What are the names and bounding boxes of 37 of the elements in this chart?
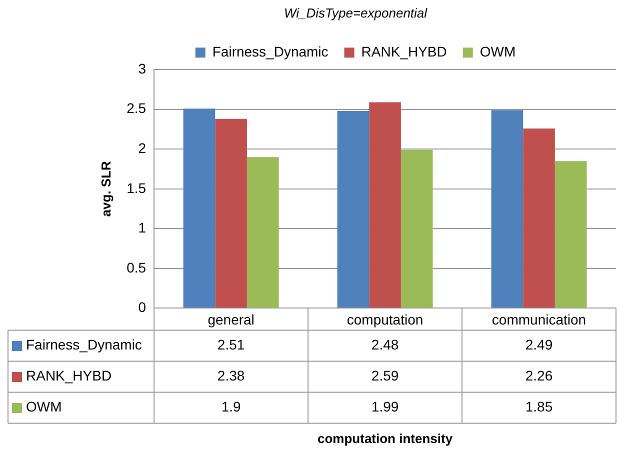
chart-title: Wi_DisType=exponential [284,5,428,20]
bar [215,118,247,308]
data-label: 1.99 [371,398,399,415]
bar [337,110,370,308]
x-tick-label: general [208,311,254,328]
y-tick-label: 2.5 [126,100,146,116]
y-tick-label: 0 [138,299,146,316]
data-label: 1.9 [221,398,241,415]
text: computation intensity [318,430,454,446]
bar [246,157,279,308]
data-label: 2.51 [217,336,245,353]
data-label: 2.26 [525,368,553,384]
bar [400,150,433,308]
bar [523,128,555,308]
data-label: 2.38 [217,368,245,384]
legend-label: RANK_HYBD [361,43,447,60]
y-tick-label: 3 [138,60,146,76]
x-tick-label: computation [346,311,424,328]
data-label: 2.59 [371,368,399,384]
bar [183,108,216,308]
text: Fairness_Dynamic [26,336,142,353]
data-label: 2.48 [371,336,399,353]
y-tick-label: 0.5 [126,259,146,276]
y-tick-label: 1.5 [126,180,146,196]
bar [369,102,401,308]
bar [554,161,587,308]
legend-label: Fairness_Dynamic [212,43,328,60]
x-tick-label: communication [492,311,586,328]
bar [491,110,524,308]
legend-label: OWM [480,43,516,60]
y-tick-label: 1 [138,220,146,236]
y-axis-title: avg. SLR [98,160,114,217]
data-label: 2.49 [525,336,553,353]
data-label: 1.85 [525,398,553,415]
text: RANK_HYBD [26,368,112,384]
text: OWM [26,398,62,415]
y-tick-label: 2 [138,140,146,156]
